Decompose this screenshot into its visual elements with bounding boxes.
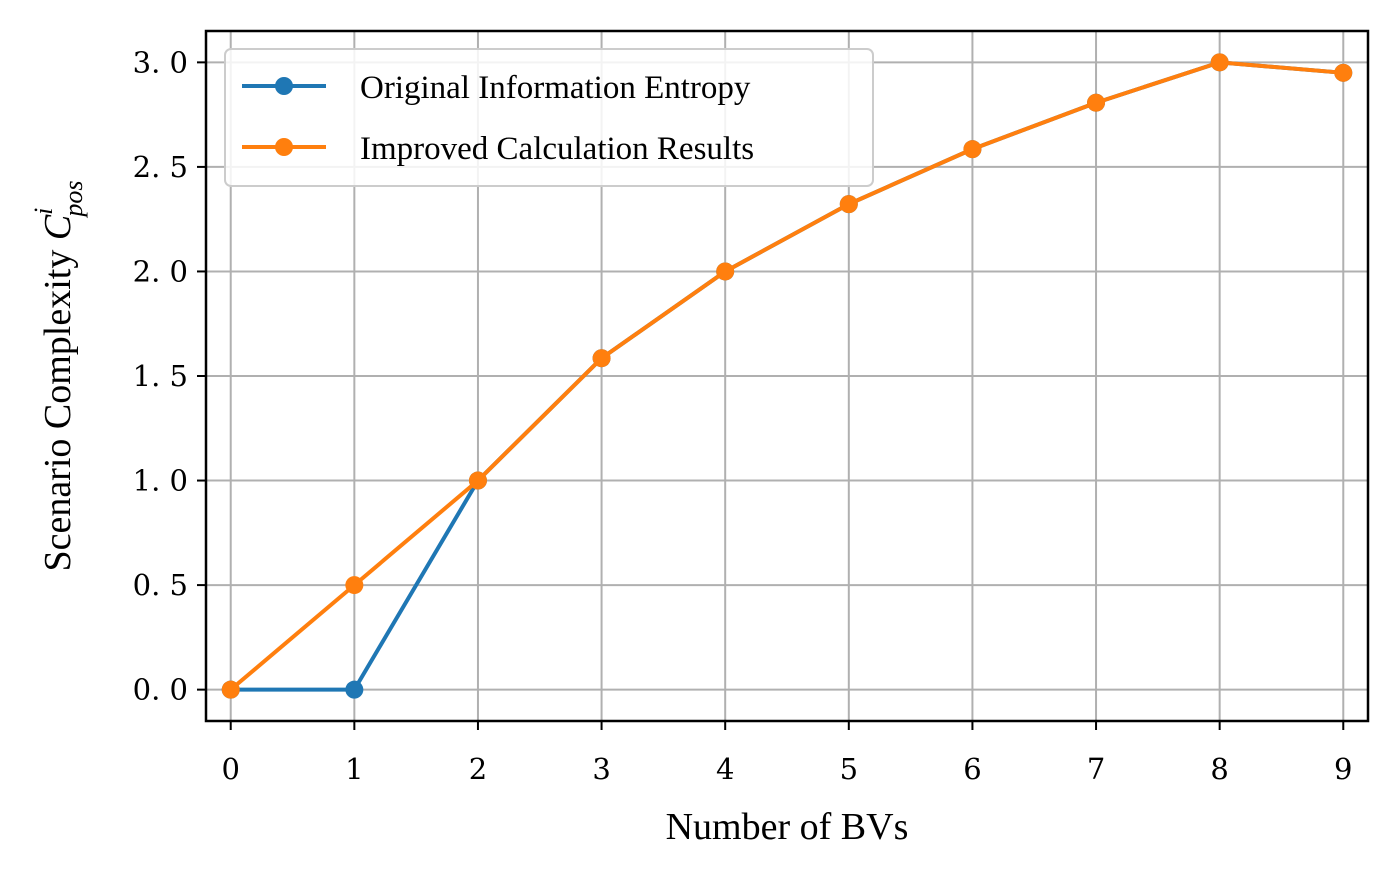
data-point bbox=[592, 349, 611, 368]
y-tick-label: 2. 5 bbox=[133, 150, 188, 184]
y-axis-title-symbol: C bbox=[37, 214, 79, 240]
x-axis-title: Number of BVs bbox=[666, 806, 909, 848]
data-point bbox=[468, 471, 487, 490]
y-axis-title-superscript: i bbox=[29, 208, 58, 215]
data-point bbox=[1210, 53, 1229, 72]
y-tick-label: 1. 5 bbox=[133, 359, 188, 393]
x-tick-label: 6 bbox=[963, 752, 981, 786]
legend-label-improved: Improved Calculation Results bbox=[360, 131, 754, 167]
y-axis-title-subscript: pos bbox=[59, 180, 88, 218]
x-tick-label: 8 bbox=[1210, 752, 1228, 786]
y-axis-title-text: Scenario Complexity bbox=[37, 240, 79, 571]
y-tick-label: 3. 0 bbox=[133, 45, 188, 79]
legend-marker-improved bbox=[275, 138, 293, 156]
legend-marker-original bbox=[275, 77, 293, 95]
legend-entry-improved: Improved Calculation Results bbox=[242, 131, 754, 167]
data-point bbox=[963, 140, 982, 159]
series-1 bbox=[221, 53, 1353, 699]
legend-entry-original: Original Information Entropy bbox=[242, 70, 751, 106]
legend: Original Information Entropy Improved Ca… bbox=[224, 48, 874, 187]
y-tick-label: 0. 5 bbox=[133, 568, 188, 602]
x-tick-label: 5 bbox=[840, 752, 858, 786]
x-tick-label: 2 bbox=[469, 752, 487, 786]
x-tick-label: 3 bbox=[592, 752, 610, 786]
y-axis-title: Scenario Complexity Cipos bbox=[29, 180, 88, 571]
series-layer bbox=[221, 53, 1353, 699]
y-tick-label: 0. 0 bbox=[133, 673, 188, 707]
data-point bbox=[1334, 63, 1353, 82]
x-tick-label: 4 bbox=[716, 752, 734, 786]
data-point bbox=[221, 680, 240, 699]
legend-label-original: Original Information Entropy bbox=[360, 70, 751, 106]
data-point bbox=[345, 576, 364, 595]
x-tick-label: 1 bbox=[345, 752, 363, 786]
data-point bbox=[839, 195, 858, 214]
data-point bbox=[345, 680, 364, 699]
x-tick-label: 7 bbox=[1087, 752, 1105, 786]
data-point bbox=[1087, 93, 1106, 112]
x-tick-label: 9 bbox=[1334, 752, 1352, 786]
data-point bbox=[716, 262, 735, 281]
y-tick-label: 1. 0 bbox=[133, 464, 188, 498]
ticks: 0 1 2 3 4 5 6 7 8 9 0. 0 0. 5 1. 0 1. 5 2. 0 2. 5 3. 0 bbox=[133, 45, 1353, 786]
x-tick-label: 0 bbox=[221, 752, 239, 786]
series-line bbox=[229, 60, 1344, 692]
y-tick-label: 2. 0 bbox=[133, 254, 188, 288]
legend-frame bbox=[224, 48, 874, 187]
